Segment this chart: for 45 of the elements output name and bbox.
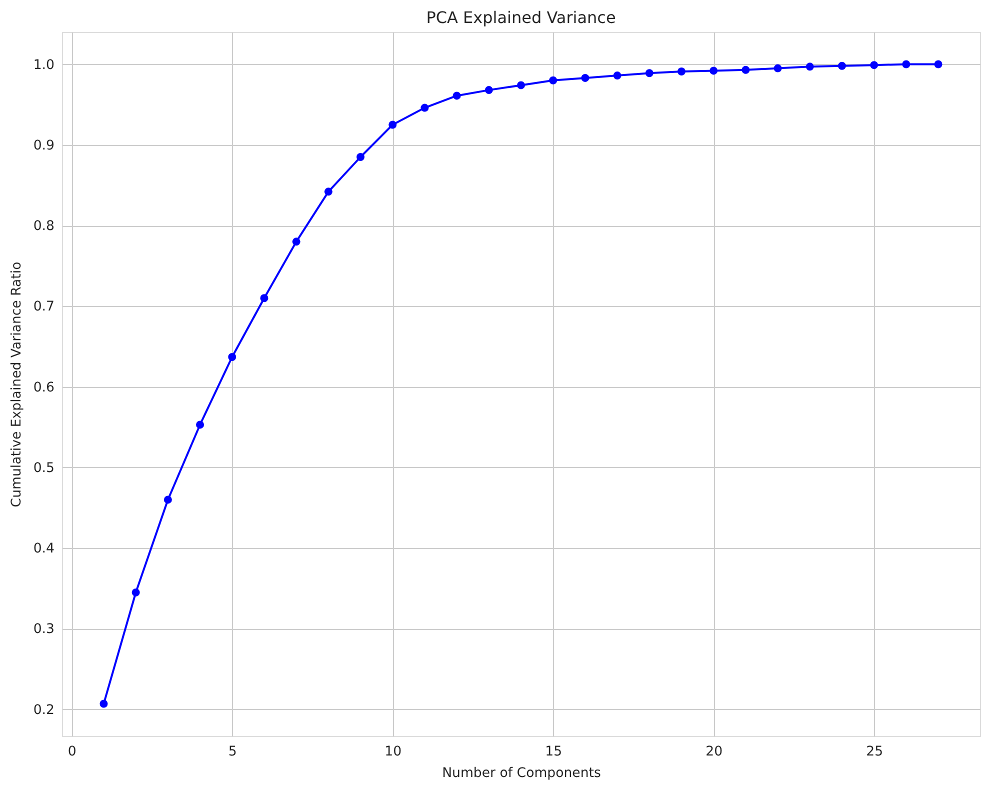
point <box>645 69 654 78</box>
point <box>260 294 268 302</box>
point <box>517 81 525 90</box>
point <box>742 66 750 74</box>
point <box>838 62 846 70</box>
x-tick-label: 5 <box>228 744 237 760</box>
point <box>196 420 204 429</box>
point <box>388 120 397 129</box>
point <box>774 64 782 72</box>
y-axis-title: Cumulative Explained Variance Ratio <box>9 262 24 508</box>
point <box>164 496 172 504</box>
x-axis-title: Number of Components <box>442 766 601 781</box>
y-tick-label: 0.3 <box>33 622 54 638</box>
x-tick-label: 25 <box>866 744 884 760</box>
point <box>484 86 493 94</box>
x-tick-label: 15 <box>545 744 562 760</box>
point <box>902 60 910 68</box>
x-tick-label: 0 <box>68 744 76 760</box>
x-tick-label: 20 <box>706 744 723 760</box>
point <box>549 76 558 84</box>
y-tick-label: 0.6 <box>33 380 54 396</box>
point <box>677 68 686 76</box>
chart-title: PCA Explained Variance <box>426 8 616 27</box>
point <box>806 62 814 71</box>
point <box>710 66 718 75</box>
y-tick-label: 0.9 <box>33 138 54 154</box>
y-tick-label: 0.4 <box>33 542 54 557</box>
point <box>452 92 461 100</box>
point <box>581 74 590 82</box>
point <box>100 700 108 708</box>
point <box>132 588 140 596</box>
x-tick-label: 10 <box>384 744 402 760</box>
point <box>356 153 365 161</box>
point <box>292 238 300 246</box>
point <box>324 188 332 196</box>
point <box>228 352 236 361</box>
point <box>613 72 622 80</box>
y-tick-label: 0.5 <box>33 460 54 476</box>
y-tick-label: 0.7 <box>33 300 54 315</box>
y-tick-label: 0.8 <box>33 219 54 234</box>
y-tick-label: 0.2 <box>33 702 54 718</box>
y-tick-label: 1.0 <box>33 58 54 73</box>
point <box>870 61 878 70</box>
point <box>934 60 942 68</box>
point <box>420 104 429 112</box>
